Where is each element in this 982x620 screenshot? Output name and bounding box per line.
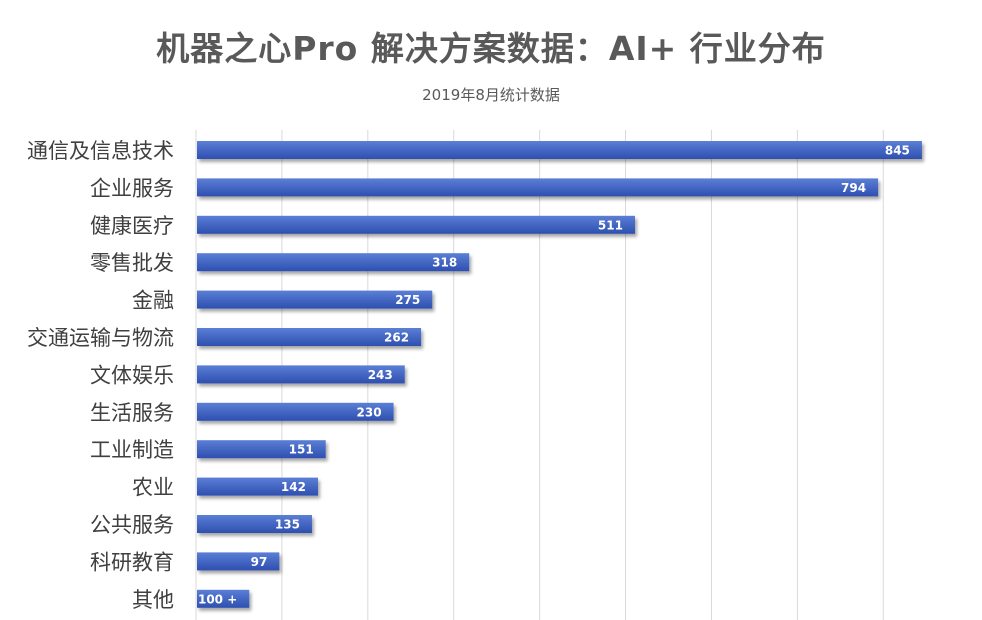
bar [197,365,405,384]
category-label: 工业制造 [90,438,174,462]
data-label: 100 + [198,592,237,606]
data-label: 511 [598,218,623,232]
chart-subtitle: 2019年8月统计数据 [422,86,560,104]
chart-title: 机器之心Pro 解决方案数据：AI+ 行业分布 [156,29,826,68]
category-label: 交通运输与物流 [27,326,174,350]
bar [197,215,635,234]
category-label: 公共服务 [90,513,174,537]
category-label: 健康医疗 [90,214,174,238]
bar [197,178,879,197]
data-label: 97 [251,555,268,569]
category-label: 其他 [132,588,174,612]
data-label: 318 [432,256,457,270]
data-label: 845 [885,144,910,158]
data-label: 151 [289,443,314,457]
bar [197,440,326,459]
data-label: 142 [281,480,306,494]
bar [197,589,250,608]
category-label: 零售批发 [90,251,174,275]
category-label: 金融 [132,289,174,313]
data-label: 794 [841,181,866,195]
category-label: 生活服务 [90,401,174,425]
category-label: 文体娱乐 [90,363,174,387]
bar [197,515,312,533]
bar [197,290,433,309]
bar [197,552,280,571]
data-label: 135 [275,518,300,532]
bar [197,141,922,159]
data-label: 243 [368,368,393,382]
category-label: 科研教育 [90,550,174,574]
data-label: 230 [357,405,382,419]
category-label: 农业 [132,476,174,500]
data-label: 262 [384,331,409,345]
bar [197,253,470,272]
category-label: 企业服务 [90,176,174,200]
data-label: 275 [395,293,420,307]
bar [197,402,394,421]
bar [197,328,422,346]
category-label: 通信及信息技术 [27,139,174,163]
bar [197,477,318,496]
